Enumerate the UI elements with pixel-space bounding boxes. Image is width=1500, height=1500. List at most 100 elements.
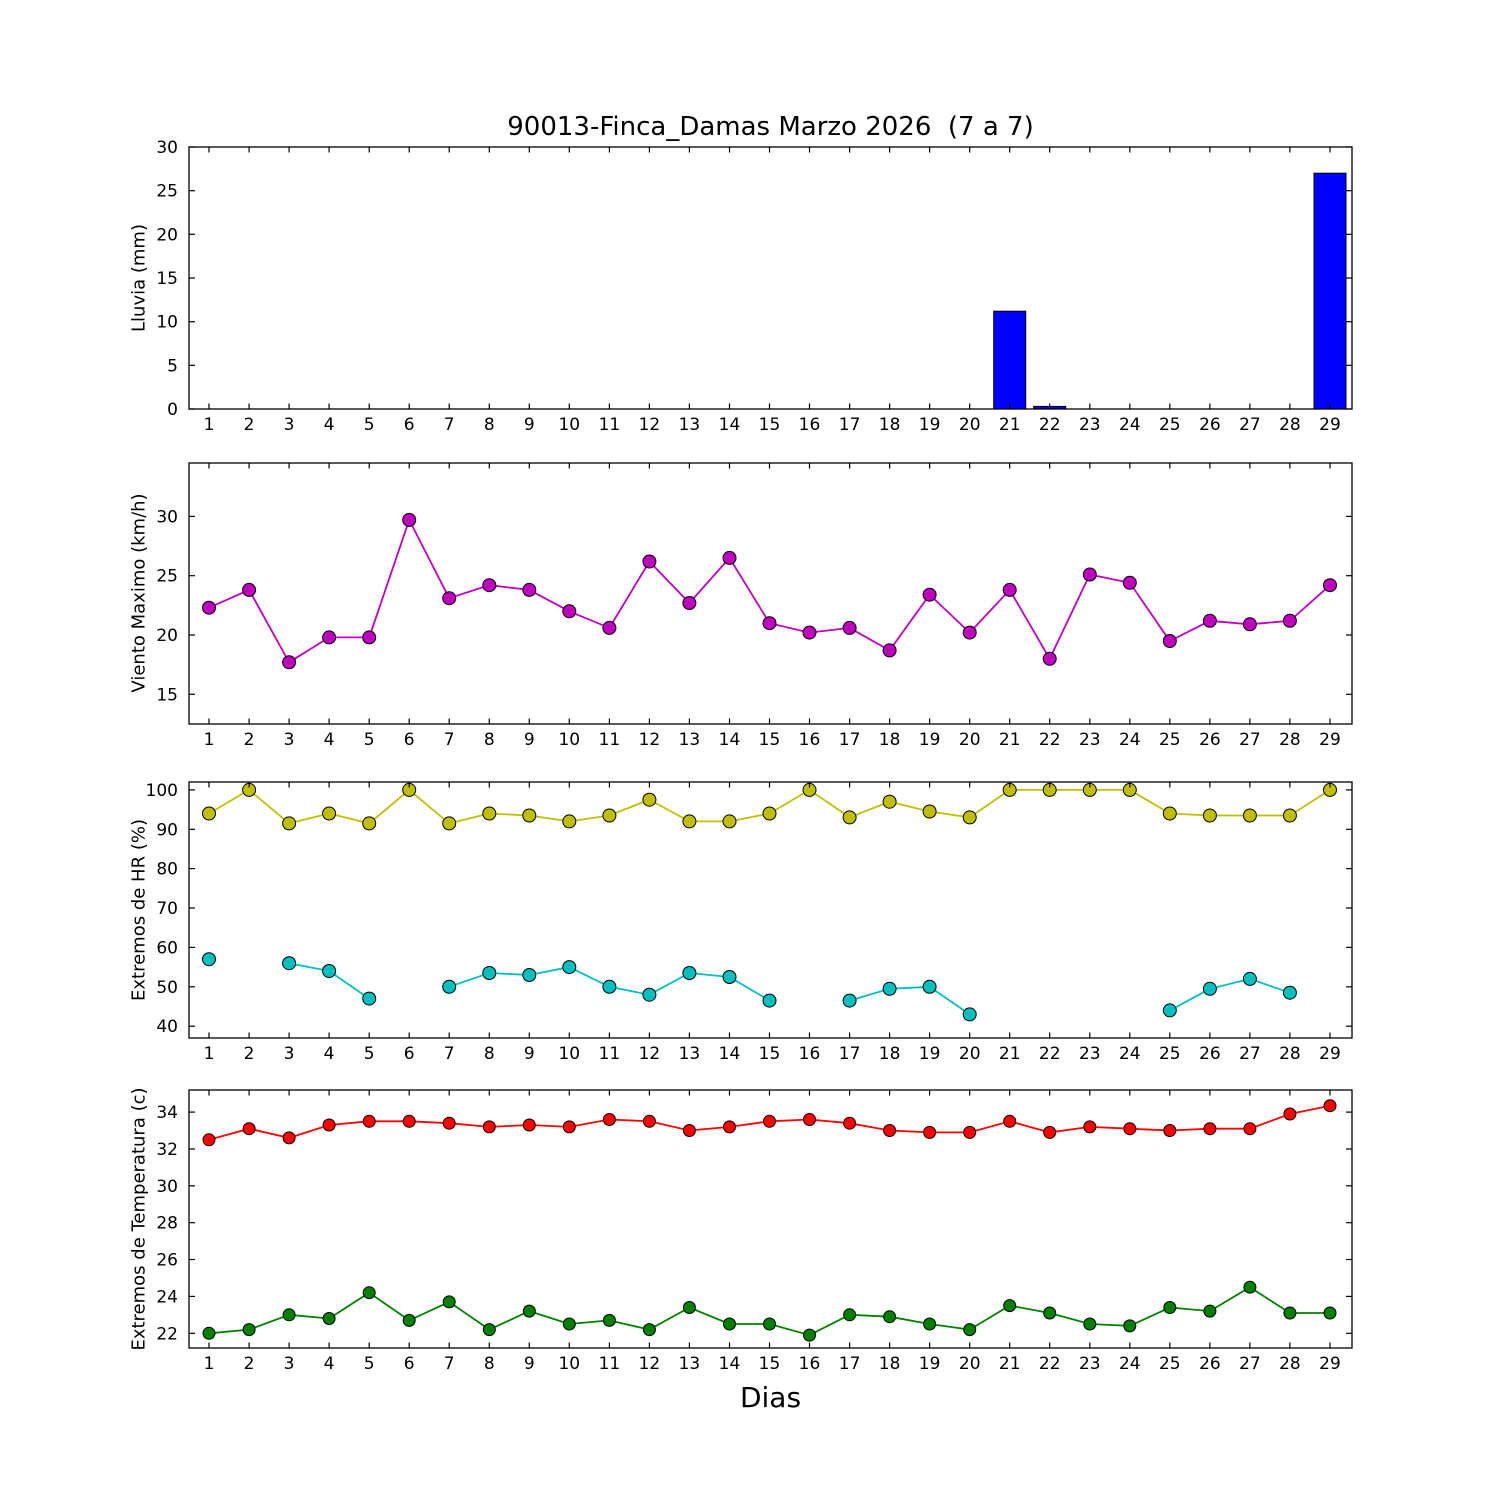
viento-maximo-marker	[1162, 634, 1177, 648]
viento-maximo-marker	[1082, 567, 1097, 582]
x-tick-label: 10	[558, 1044, 580, 1064]
hr-maxima-marker	[1282, 808, 1297, 823]
x-tick-label: 7	[444, 730, 455, 750]
axes-frame	[188, 146, 1353, 410]
x-tick-label: 20	[959, 1354, 981, 1374]
x-tick-label: 27	[1239, 415, 1261, 435]
viento-maximo-marker	[762, 616, 777, 631]
hr-minima-marker	[642, 987, 657, 1002]
x-tick-label: 2	[244, 1354, 255, 1374]
x-tick-label: 4	[324, 415, 335, 435]
x-tick-label: 5	[364, 730, 375, 750]
temperatura-minima-marker	[883, 1310, 897, 1324]
temperatura-minima-marker	[1123, 1319, 1137, 1333]
y-tick-label: 40	[156, 1017, 178, 1037]
y-tick-label: 50	[156, 978, 178, 998]
y-tick-label: 10	[156, 313, 178, 333]
x-tick-label: 2	[244, 1044, 255, 1064]
hr-minima-marker	[482, 966, 497, 980]
y-tick-label: 90	[156, 820, 178, 840]
viento-maximo-marker	[642, 554, 657, 569]
hr-maxima-marker	[762, 806, 777, 821]
x-tick-label: 25	[1159, 415, 1181, 435]
y-tick-label: 34	[156, 1103, 178, 1123]
x-tick-label: 8	[484, 730, 495, 750]
y-tick-label: 22	[156, 1324, 178, 1344]
x-tick-label: 29	[1319, 415, 1341, 435]
hr-minima-marker	[442, 979, 457, 994]
temperatura-minima-marker	[1043, 1306, 1057, 1320]
temperatura-maxima-marker	[763, 1114, 776, 1128]
x-tick-label: 8	[484, 1044, 495, 1064]
x-tick-label: 27	[1239, 730, 1261, 750]
hr-maxima-marker	[682, 814, 697, 829]
temperatura-minima-marker	[322, 1312, 336, 1325]
viento-maximo-marker	[1002, 582, 1017, 597]
temperatura-maxima-marker	[202, 1133, 216, 1147]
axes-frame	[188, 462, 1353, 725]
subplot-1: 1 2 3 4 5 6 7 8 9 10 11 12 13 14 15 16 17 18 19 20 21 22 23 24 2…	[156, 462, 1353, 750]
ylabel-lluvia: Lluvia (mm)	[128, 224, 150, 332]
viento-maximo-marker	[322, 630, 337, 645]
x-tick-label: 15	[759, 1354, 781, 1374]
y-tick-label: 24	[156, 1287, 178, 1307]
x-tick-label: 13	[679, 1354, 701, 1374]
x-tick-label: 9	[524, 1354, 535, 1374]
x-tick-label: 6	[404, 415, 415, 435]
x-tick-label: 4	[324, 1354, 335, 1374]
viento-maximo-marker	[962, 625, 977, 640]
temperatura-minima-marker	[1243, 1280, 1257, 1294]
subplot-3: 1 2 3 4 5 6 7 8 9 10 11 12 13 14 15 16 17 18 19 20 21 22 23 24 2…	[156, 1089, 1353, 1374]
hr-maxima-marker	[482, 806, 497, 821]
y-tick-label: 80	[156, 860, 178, 880]
x-tick-label: 16	[799, 415, 821, 435]
temperatura-minima-marker	[1003, 1299, 1017, 1313]
x-tick-label: 26	[1199, 1044, 1221, 1064]
x-tick-label: 7	[444, 1354, 455, 1374]
x-tick-label: 21	[999, 730, 1021, 750]
temperatura-maxima-marker	[322, 1118, 336, 1132]
x-tick-label: 6	[404, 1354, 415, 1374]
y-tick-label: 15	[156, 685, 178, 705]
x-tick-label: 10	[558, 730, 580, 750]
hr-minima-marker	[922, 979, 937, 994]
temperatura-maxima-marker	[963, 1125, 977, 1139]
x-tick-label: 29	[1319, 1044, 1341, 1064]
x-tick-label: 19	[919, 1354, 941, 1374]
hr-maxima-marker	[522, 808, 537, 823]
viento-maximo-marker	[882, 643, 897, 658]
x-tick-label: 8	[484, 415, 495, 435]
hr-minima-marker	[762, 993, 777, 1008]
x-tick-label: 18	[879, 730, 901, 750]
viento-maximo-marker	[242, 582, 257, 597]
y-tick-label: 20	[156, 626, 178, 646]
temperatura-minima-marker	[723, 1317, 736, 1331]
x-tick-label: 17	[839, 415, 861, 435]
x-tick-label: 13	[679, 1044, 701, 1064]
x-tick-label: 8	[484, 1354, 495, 1374]
x-tick-label: 23	[1079, 730, 1101, 750]
hr-minima-line	[849, 985, 971, 1016]
viento-maximo-marker	[1202, 613, 1217, 628]
viento-maximo-marker	[1242, 617, 1257, 632]
x-tick-label: 3	[284, 1354, 295, 1374]
temperatura-maxima-marker	[723, 1120, 736, 1134]
ylabel-hr: Extremos de HR (%)	[128, 819, 150, 1001]
y-tick-label: 5	[167, 356, 178, 376]
hr-minima-marker	[522, 968, 537, 982]
hr-minima-marker	[882, 981, 897, 996]
x-tick-label: 13	[679, 415, 701, 435]
x-tick-label: 18	[879, 415, 901, 435]
temperatura-maxima-marker	[362, 1114, 376, 1128]
x-tick-label: 20	[959, 415, 981, 435]
x-tick-label: 22	[1039, 1044, 1061, 1064]
x-tick-label: 3	[284, 1044, 295, 1064]
hr-maxima-marker	[602, 808, 617, 823]
x-tick-label: 16	[799, 730, 821, 750]
x-tick-label: 5	[364, 1354, 375, 1374]
temperatura-maxima-marker	[602, 1113, 616, 1126]
y-tick-label: 70	[156, 899, 178, 919]
viento-maximo-marker	[402, 512, 417, 527]
x-tick-label: 7	[444, 415, 455, 435]
